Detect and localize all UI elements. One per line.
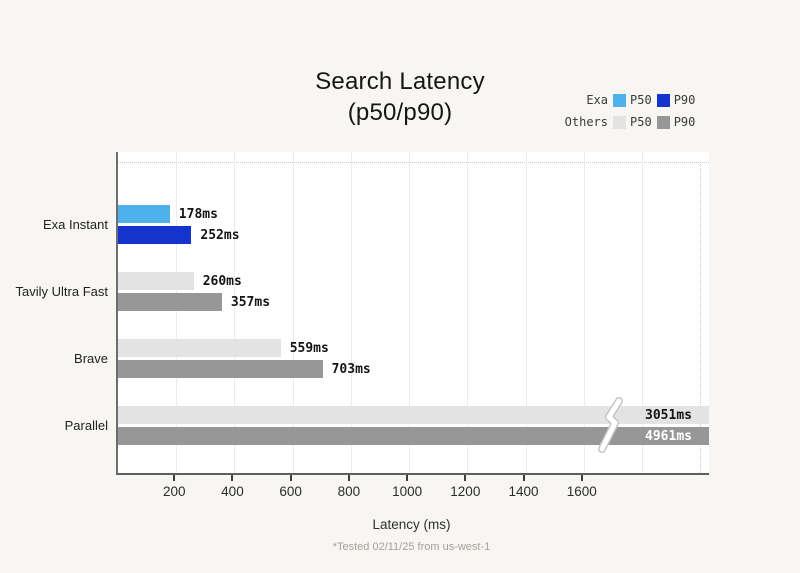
gridline-1200 bbox=[467, 152, 469, 473]
exa-p90-swatch bbox=[656, 93, 670, 107]
bar-p90-parallel bbox=[118, 427, 709, 445]
x-tick-label-1600: 1600 bbox=[566, 484, 597, 499]
legend-series-exa-label: Exa bbox=[586, 93, 608, 107]
bar-p90-brave bbox=[118, 360, 323, 378]
legend-row-exa: Exa P50 P90 bbox=[562, 91, 695, 109]
category-label-parallel: Parallel bbox=[64, 417, 108, 433]
x-tick-label-1000: 1000 bbox=[392, 484, 423, 499]
bar-p90-exa-instant bbox=[118, 226, 192, 244]
axis-break-right-dotted-line bbox=[700, 162, 701, 473]
bar-p50-parallel bbox=[118, 406, 709, 424]
x-tick-label-400: 400 bbox=[221, 484, 244, 499]
legend-exa-p90-label: P90 bbox=[673, 93, 696, 107]
legend-series-others-label: Others bbox=[564, 115, 608, 129]
x-tick-800 bbox=[347, 475, 350, 481]
gridline-400 bbox=[234, 152, 236, 473]
chart-title-line2: (p50/p90) bbox=[347, 99, 453, 126]
bar-p50-tavily-ultra-fast bbox=[118, 272, 194, 290]
x-tick-label-600: 600 bbox=[279, 484, 302, 499]
exa-p50-swatch bbox=[613, 93, 626, 107]
bar-value-p50-parallel: 3051ms bbox=[645, 408, 692, 423]
bar-value-p90-parallel: 4961ms bbox=[645, 429, 692, 444]
others-p90-swatch bbox=[656, 115, 670, 129]
plot-area: 178ms 252ms 260ms 357ms 559ms 703ms 3051ms 4961… bbox=[116, 152, 709, 475]
bar-p50-exa-instant bbox=[118, 205, 170, 223]
x-tick-200 bbox=[173, 475, 176, 481]
x-axis-label: Latency (ms) bbox=[372, 517, 451, 532]
gridline-1400 bbox=[525, 152, 527, 473]
bar-p90-tavily-ultra-fast bbox=[118, 293, 222, 311]
axis-break-top-dotted-line bbox=[118, 162, 709, 163]
category-label-brave: Brave bbox=[74, 350, 108, 366]
legend-others-p90-label: P90 bbox=[673, 115, 696, 129]
x-tick-label-800: 800 bbox=[337, 484, 361, 499]
bar-value-p90-brave: 703ms bbox=[331, 362, 371, 377]
x-tick-1000 bbox=[406, 475, 409, 481]
x-tick-1600 bbox=[580, 475, 583, 481]
bar-value-p50-brave: 559ms bbox=[289, 341, 329, 356]
legend-row-others: Others P50 P90 bbox=[562, 113, 696, 131]
category-label-exa-instant: Exa Instant bbox=[42, 216, 108, 232]
others-p50-swatch bbox=[613, 115, 626, 129]
category-label-tavily-ultra-fast: Tavily Ultra Fast bbox=[15, 283, 108, 299]
chart-title: Search Latency (p50/p90) bbox=[0, 66, 800, 128]
gridline-1800 bbox=[641, 152, 643, 473]
gridline-800 bbox=[350, 152, 352, 473]
bar-value-p50-tavily-ultra-fast: 260ms bbox=[202, 274, 242, 289]
bar-p50-brave bbox=[118, 339, 281, 357]
bar-value-p50-exa-instant: 178ms bbox=[178, 207, 218, 222]
chart-legend: Exa P50 P90 Others P50 P90 bbox=[562, 91, 696, 135]
chart-footnote: *Tested 02/11/25 from us-west-1 bbox=[332, 541, 491, 553]
x-tick-1200 bbox=[464, 475, 467, 481]
x-tick-1400 bbox=[522, 475, 525, 481]
bar-value-p90-tavily-ultra-fast: 357ms bbox=[230, 295, 271, 310]
gridline-200 bbox=[176, 152, 178, 473]
x-tick-400 bbox=[231, 475, 234, 481]
x-tick-label-200: 200 bbox=[162, 484, 186, 499]
bar-value-p90-exa-instant: 252ms bbox=[200, 228, 240, 243]
x-tick-600 bbox=[289, 475, 292, 481]
gridline-1000 bbox=[409, 152, 411, 473]
x-tick-label-1400: 1400 bbox=[508, 484, 539, 499]
chart-title-line1: Search Latency bbox=[315, 68, 485, 95]
legend-exa-p50-label: P50 bbox=[630, 93, 652, 107]
legend-others-p50-label: P50 bbox=[630, 115, 652, 129]
gridline-1600 bbox=[583, 152, 585, 473]
x-tick-label-1200: 1200 bbox=[450, 484, 481, 499]
gridline-600 bbox=[292, 152, 294, 473]
